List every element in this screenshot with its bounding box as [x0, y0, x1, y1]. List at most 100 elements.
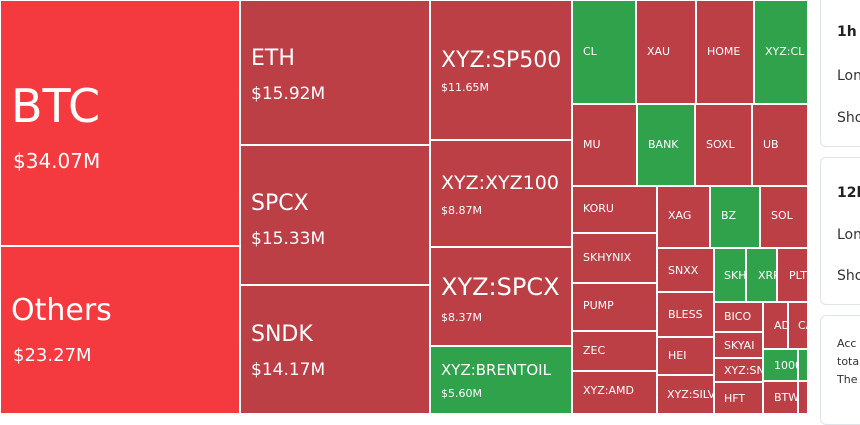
- tile-xyz-cl[interactable]: XYZ:CL: [754, 0, 808, 104]
- tile-symbol: XYZ:SN: [724, 364, 763, 377]
- tile-koru[interactable]: KORU: [572, 186, 657, 233]
- tile-symbol: BZ: [721, 209, 737, 222]
- tile-btc[interactable]: BTC $34.07M: [0, 0, 240, 246]
- tile-value: $11.65M: [441, 81, 489, 94]
- tile-xag[interactable]: XAG: [657, 186, 710, 248]
- tile-symbol: XYZ:SPCX: [441, 273, 560, 301]
- tile-skhynix[interactable]: SKHYNIX: [572, 233, 657, 283]
- tile-symbol: AD: [774, 319, 787, 332]
- tile-value: $34.07M: [13, 149, 101, 173]
- tile-symbol: BICO: [724, 310, 752, 323]
- tile-btw[interactable]: BTW: [763, 381, 798, 414]
- tile-symbol: SNDK: [251, 322, 313, 347]
- tile-symbol: SOL: [771, 209, 793, 222]
- tile-symbol: BANK: [648, 138, 679, 151]
- tile-symbol: SKHYNIX: [583, 251, 632, 264]
- tile-symbol: UB: [763, 138, 779, 151]
- tile-ca[interactable]: CA: [788, 302, 808, 349]
- tile-symbol: MU: [583, 138, 601, 151]
- tile-symbol: XAG: [668, 209, 692, 222]
- note-line: The: [837, 373, 858, 386]
- tile-xrp[interactable]: XRP: [746, 248, 777, 302]
- tile-symbol: KORU: [583, 202, 614, 215]
- tile-skyai[interactable]: SKYAI: [714, 332, 763, 358]
- tile-small-red[interactable]: [798, 381, 808, 414]
- tile-eth[interactable]: ETH $15.92M: [240, 0, 430, 145]
- tile-symbol: XYZ:SP500: [441, 48, 562, 73]
- tile-spcx[interactable]: SPCX $15.33M: [240, 145, 430, 285]
- tile-hft[interactable]: HFT: [714, 382, 763, 414]
- tile-symbol: XAU: [647, 45, 671, 58]
- tile-value: $15.92M: [251, 84, 326, 104]
- tile-cl[interactable]: CL: [572, 0, 636, 104]
- short-label: Sho: [837, 268, 860, 284]
- tile-value: $23.27M: [13, 345, 92, 366]
- tile-mu[interactable]: MU: [572, 104, 637, 186]
- tile-symbol: BTC: [11, 79, 101, 133]
- tile-symbol: BLESS: [668, 308, 703, 321]
- short-label: Sho: [837, 110, 860, 126]
- tile-value: $14.17M: [251, 360, 326, 380]
- tile-symbol: 1000: [774, 359, 797, 372]
- tile-value: $8.37M: [441, 311, 482, 324]
- tile-symbol: Others: [11, 293, 112, 328]
- tile-xyz-sil[interactable]: XYZ:SILV: [657, 375, 714, 414]
- tile-others[interactable]: Others $23.27M: [0, 246, 240, 414]
- tile-sndk[interactable]: SNDK $14.17M: [240, 285, 430, 414]
- tile-xyz-spcx[interactable]: XYZ:SPCX $8.37M: [430, 247, 572, 346]
- tile-xyz-amd[interactable]: XYZ:AMD: [572, 371, 657, 414]
- long-label: Lon: [837, 68, 860, 84]
- tile-symbol: CA: [798, 319, 807, 332]
- tile-symbol: HFT: [724, 392, 746, 405]
- tile-ad[interactable]: AD: [763, 302, 788, 349]
- tile-symbol: XYZ:AMD: [583, 384, 634, 397]
- panel-note: Acc tota The: [820, 315, 860, 425]
- tile-soxl[interactable]: SOXL: [695, 104, 752, 186]
- tile-symbol: SPCX: [251, 191, 309, 216]
- panel-12h: 12h Lon Sho: [820, 157, 860, 305]
- tile-xau[interactable]: XAU: [636, 0, 696, 104]
- tile-bico[interactable]: BICO: [714, 302, 763, 332]
- tile-symbol: XRP: [758, 269, 776, 282]
- tile-symbol: HOME: [707, 45, 741, 58]
- tile-symbol: SKYAI: [724, 339, 755, 352]
- tile-sol[interactable]: SOL: [760, 186, 808, 248]
- tile-bless[interactable]: BLESS: [657, 292, 714, 337]
- tile-home[interactable]: HOME: [696, 0, 754, 104]
- tile-xyz-xyz100[interactable]: XYZ:XYZ100 $8.87M: [430, 140, 572, 247]
- tile-pump[interactable]: PUMP: [572, 283, 657, 331]
- tile-symbol: SNXX: [668, 264, 699, 277]
- tile-xyz-sp500[interactable]: XYZ:SP500 $11.65M: [430, 0, 572, 140]
- tile-symbol: PLT: [789, 269, 807, 282]
- tile-symbol: PUMP: [583, 299, 614, 312]
- tile-xyz-sn[interactable]: XYZ:SN: [714, 358, 763, 382]
- tile-bank[interactable]: BANK: [637, 104, 695, 186]
- tile-small-green[interactable]: [798, 349, 808, 381]
- tile-plt[interactable]: PLT: [777, 248, 808, 302]
- panel-title: 1h: [837, 24, 857, 40]
- note-line: tota: [837, 355, 860, 368]
- tile-symbol: XYZ:XYZ100: [441, 172, 559, 194]
- tile-symbol: XYZ:SILV: [667, 388, 714, 401]
- tile-symbol: ETH: [251, 46, 295, 71]
- tile-symbol: SOXL: [706, 138, 735, 151]
- note-line: Acc: [837, 337, 857, 350]
- tile-symbol: XYZ:CL: [765, 45, 805, 58]
- tile-value: $8.87M: [441, 204, 482, 217]
- tile-zec[interactable]: ZEC: [572, 331, 657, 371]
- tile-hei[interactable]: HEI: [657, 337, 714, 375]
- tile-value: $15.33M: [251, 229, 326, 249]
- tile-value: $5.60M: [441, 387, 482, 400]
- panel-title: 12h: [837, 185, 860, 201]
- tile-xyz-brentoil[interactable]: XYZ:BRENTOIL $5.60M: [430, 346, 572, 414]
- tile-symbol: SKH: [724, 269, 746, 282]
- tile-snxx[interactable]: SNXX: [657, 248, 714, 292]
- tile-symbol: ZEC: [583, 344, 606, 357]
- tile-ub[interactable]: UB: [752, 104, 808, 186]
- tile-skh[interactable]: SKH: [714, 248, 746, 302]
- long-label: Lon: [837, 227, 860, 243]
- panel-1h: 1h Lon Sho: [820, 0, 860, 147]
- tile-bz[interactable]: BZ: [710, 186, 760, 248]
- tile-symbol: HEI: [668, 349, 687, 362]
- tile-1000[interactable]: 1000: [763, 349, 798, 381]
